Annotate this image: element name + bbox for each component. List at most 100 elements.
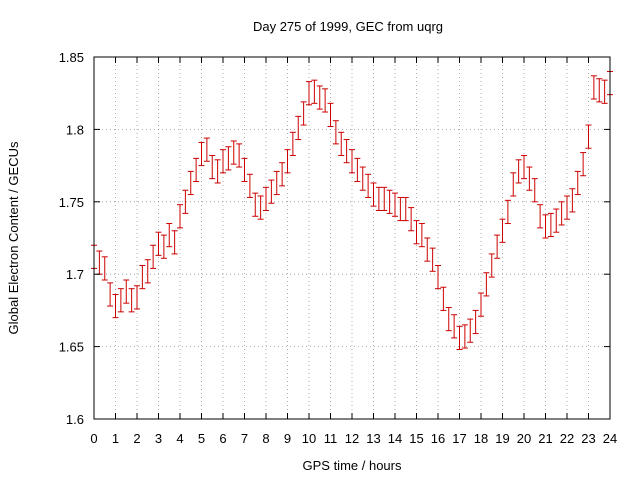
x-tick-label: 3	[155, 431, 162, 446]
y-tick-label: 1.65	[59, 340, 84, 355]
x-tick-label: 18	[474, 431, 488, 446]
data-point	[150, 244, 157, 269]
data-point	[263, 186, 269, 211]
data-point	[117, 288, 124, 313]
data-point	[198, 141, 205, 167]
data-point	[203, 137, 210, 162]
data-point	[531, 178, 538, 203]
data-point	[456, 325, 463, 350]
x-axis-label: GPS time / hours	[303, 458, 402, 473]
data-point	[564, 195, 570, 220]
data-point	[338, 131, 345, 156]
data-point	[316, 85, 323, 110]
data-point	[187, 170, 194, 196]
data-point	[354, 157, 361, 183]
data-point	[295, 115, 302, 141]
x-tick-label: 22	[560, 431, 574, 446]
data-point	[494, 234, 501, 259]
data-point	[526, 166, 533, 191]
data-point	[365, 173, 372, 198]
x-tick-label: 12	[345, 431, 359, 446]
data-point	[268, 179, 275, 204]
data-point	[322, 88, 329, 113]
data-point	[386, 189, 393, 214]
data-point	[542, 214, 549, 239]
y-tick-label: 1.8	[66, 122, 84, 137]
x-tick-label: 13	[366, 431, 380, 446]
chart-title: Day 275 of 1999, GEC from uqrg	[253, 19, 443, 34]
data-point	[279, 162, 286, 187]
data-point	[418, 223, 425, 248]
y-axis-label: Global Electron Content / GECUs	[6, 141, 21, 334]
data-point	[284, 149, 291, 174]
data-point	[580, 152, 587, 177]
data-point	[547, 212, 554, 238]
data-point	[160, 234, 167, 259]
data-point	[171, 230, 178, 255]
x-tick-label: 15	[409, 431, 423, 446]
data-point	[166, 223, 173, 248]
data-point	[112, 293, 119, 319]
data-point	[327, 102, 334, 128]
data-point	[585, 124, 592, 149]
x-tick-label: 9	[284, 431, 291, 446]
data-point	[139, 265, 146, 290]
data-point	[107, 282, 114, 307]
x-tick-label: 16	[431, 431, 445, 446]
data-point	[574, 170, 581, 196]
data-point	[515, 159, 522, 184]
data-point	[252, 192, 259, 217]
data-point	[359, 166, 366, 191]
data-point	[230, 140, 237, 165]
data-point	[478, 292, 484, 317]
data-point	[553, 208, 560, 233]
data-point	[214, 159, 221, 184]
x-tick-label: 10	[302, 431, 316, 446]
data-point	[381, 186, 388, 211]
chart-grid	[94, 57, 610, 419]
data-point	[193, 157, 200, 183]
data-point	[504, 199, 511, 225]
data-point	[440, 286, 447, 311]
data-point	[273, 170, 280, 196]
data-point	[332, 120, 339, 145]
y-tick-label: 1.75	[59, 195, 84, 210]
data-point	[370, 182, 377, 207]
data-point	[413, 220, 420, 245]
y-tick-label: 1.7	[66, 267, 84, 282]
data-point	[510, 172, 517, 197]
data-point	[220, 149, 226, 174]
data-point	[306, 81, 312, 106]
data-point	[300, 101, 307, 126]
data-point	[558, 201, 565, 226]
x-tick-label: 2	[133, 431, 140, 446]
data-point	[402, 196, 409, 222]
data-point	[445, 307, 452, 332]
x-tick-label: 11	[324, 431, 338, 446]
data-point	[461, 324, 468, 349]
data-point	[155, 231, 162, 256]
data-point	[123, 279, 130, 304]
data-point	[483, 272, 490, 297]
data-point	[601, 79, 608, 104]
x-tick-label: 17	[452, 431, 466, 446]
data-point	[182, 189, 189, 214]
data-point	[128, 288, 135, 313]
x-tick-label: 24	[603, 431, 617, 446]
data-point	[472, 309, 479, 335]
data-point	[397, 196, 404, 222]
data-point	[257, 195, 264, 220]
data-point	[236, 143, 243, 168]
data-point	[246, 173, 253, 198]
data-point	[96, 250, 103, 275]
x-tick-label: 4	[176, 431, 183, 446]
y-tick-labels: 1.6 1.65 1.7 1.75 1.8 1.85	[59, 50, 84, 427]
x-tick-label: 8	[262, 431, 269, 446]
plot-frame	[93, 56, 611, 420]
x-tick-label: 0	[90, 431, 97, 446]
x-tick-label: 23	[581, 431, 595, 446]
error-bars	[91, 70, 613, 350]
data-point	[596, 78, 603, 103]
data-point	[488, 253, 495, 278]
